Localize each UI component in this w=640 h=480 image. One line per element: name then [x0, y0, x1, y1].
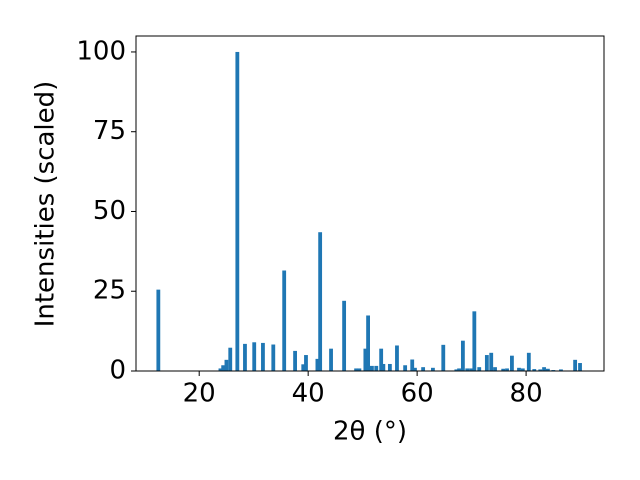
y-tick-label: 0	[109, 356, 126, 386]
bar	[559, 369, 563, 371]
bar	[261, 342, 265, 371]
bar	[489, 352, 494, 371]
bar	[493, 367, 497, 371]
bar	[395, 345, 399, 371]
x-tick-label: 40	[292, 379, 325, 409]
bar	[578, 363, 582, 371]
bar	[293, 350, 297, 371]
bar	[228, 347, 233, 371]
x-tick-label: 80	[510, 379, 543, 409]
bar	[370, 365, 374, 371]
bar	[538, 369, 543, 371]
bar	[342, 300, 347, 371]
y-tick-label: 50	[93, 196, 126, 226]
bar	[403, 365, 408, 371]
y-tick-label: 100	[76, 36, 126, 66]
bar	[454, 369, 459, 371]
bar	[235, 51, 240, 371]
bar	[224, 359, 229, 371]
bar	[221, 365, 226, 371]
bar	[387, 363, 392, 371]
bar	[472, 311, 477, 371]
x-tick-label: 20	[183, 379, 216, 409]
y-axis-label: Intensities (scaled)	[31, 81, 61, 328]
bar	[441, 344, 446, 371]
bar	[526, 352, 531, 371]
bar	[301, 364, 306, 371]
bar	[542, 367, 546, 371]
bar	[363, 348, 368, 371]
plot-frame	[135, 35, 605, 372]
bar	[318, 232, 323, 371]
bar	[271, 344, 276, 371]
bar	[505, 368, 509, 371]
bar	[354, 368, 359, 371]
bar	[460, 340, 465, 371]
bar	[510, 355, 514, 371]
bar	[545, 368, 550, 371]
bar	[282, 270, 287, 371]
bar	[517, 367, 521, 371]
bar	[421, 367, 426, 371]
bar	[379, 348, 384, 371]
bar	[357, 368, 362, 371]
y-tick-label: 25	[93, 276, 126, 306]
x-axis-label: 2θ (°)	[333, 417, 407, 447]
bar	[413, 367, 417, 371]
bar	[304, 355, 308, 371]
bar	[218, 368, 223, 371]
x-tick-label: 60	[401, 379, 434, 409]
bar	[366, 315, 370, 371]
bar	[315, 358, 320, 371]
bar	[374, 365, 379, 371]
bar	[410, 359, 415, 371]
y-tick-label: 75	[93, 116, 126, 146]
bar	[431, 367, 435, 371]
bar	[156, 289, 161, 371]
bar	[243, 343, 247, 371]
bar	[573, 359, 578, 371]
bar	[532, 369, 537, 371]
bar	[484, 355, 489, 371]
bar	[465, 368, 470, 371]
bar	[469, 368, 473, 371]
bar	[381, 363, 386, 371]
bar	[252, 342, 257, 371]
bar	[520, 368, 525, 371]
bar	[477, 367, 482, 371]
bar	[501, 368, 506, 371]
bar	[457, 368, 461, 371]
bar	[329, 348, 333, 371]
